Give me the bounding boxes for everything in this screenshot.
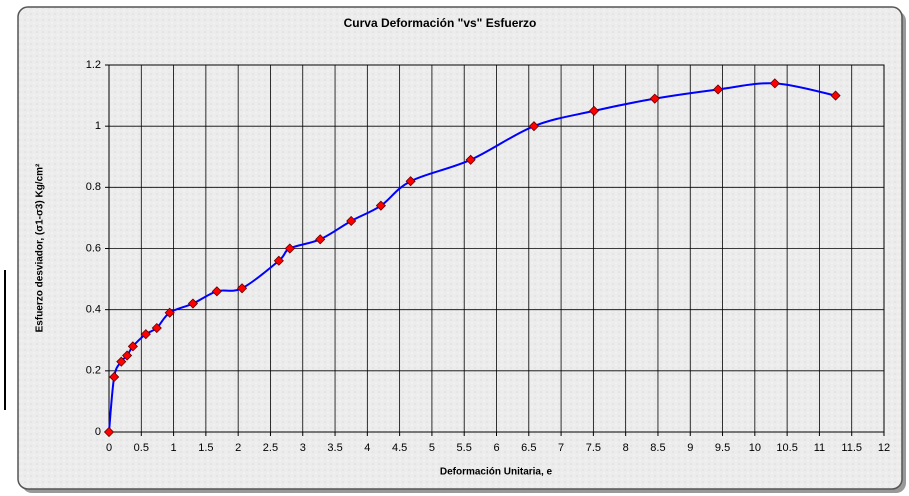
data-point xyxy=(649,93,660,104)
x-tick-label: 11 xyxy=(814,442,825,454)
x-tick-label: 1.5 xyxy=(198,442,213,454)
data-point xyxy=(151,322,162,334)
y-axis-label: Esfuerzo desviador, (σ1-σ3) Kg/cm² xyxy=(35,163,46,332)
x-tick-label: 12 xyxy=(878,442,890,454)
x-tick-label: 3.5 xyxy=(327,442,342,454)
data-point xyxy=(273,255,284,266)
x-tick-label: 11.5 xyxy=(841,442,862,454)
data-point xyxy=(315,234,326,245)
data-point xyxy=(211,286,222,297)
x-tick-label: 10.5 xyxy=(776,442,797,454)
data-point xyxy=(465,154,476,165)
y-tick-label: 0 xyxy=(95,426,101,438)
data-point xyxy=(528,121,540,132)
x-tick-label: 1 xyxy=(171,442,177,454)
x-tick-label: 4.5 xyxy=(392,442,407,454)
x-tick-label: 8 xyxy=(623,442,629,454)
y-tick-label: 1.2 xyxy=(86,59,101,71)
data-point xyxy=(116,356,127,367)
x-tick-label: 6.5 xyxy=(521,442,536,454)
x-tick-label: 2 xyxy=(235,442,241,454)
data-point xyxy=(769,78,780,89)
data-point xyxy=(712,84,724,95)
data-point xyxy=(236,283,248,294)
x-tick-label: 0 xyxy=(106,442,112,454)
data-point xyxy=(122,350,133,361)
x-tick-label: 8.5 xyxy=(650,442,665,454)
data-point xyxy=(127,341,138,352)
x-tick-label: 10 xyxy=(749,442,761,454)
data-point xyxy=(588,105,600,116)
y-tick-label: 1 xyxy=(95,120,101,132)
y-tick-label: 0.2 xyxy=(86,365,101,377)
x-tick-label: 6 xyxy=(493,442,499,454)
data-point xyxy=(284,243,295,254)
data-point xyxy=(140,329,151,340)
x-tick-label: 5 xyxy=(429,442,435,454)
x-tick-label: 0.5 xyxy=(134,442,149,454)
data-point xyxy=(103,426,115,438)
data-point xyxy=(187,298,199,309)
x-tick-label: 9 xyxy=(687,442,693,454)
chart-title: Curva Deformación "vs" Esfuerzo xyxy=(344,16,537,30)
data-point xyxy=(109,371,120,383)
data-point xyxy=(375,200,386,211)
data-point xyxy=(830,90,841,101)
x-tick-label: 2.5 xyxy=(263,442,278,454)
y-tick-label: 0.8 xyxy=(86,181,101,193)
y-tick-label: 0.6 xyxy=(86,242,101,254)
x-tick-label: 7.5 xyxy=(586,442,601,454)
y-tick-label: 0.4 xyxy=(86,304,101,316)
x-tick-label: 5.5 xyxy=(457,442,472,454)
x-tick-label: 9.5 xyxy=(715,442,730,454)
x-tick-label: 3 xyxy=(300,442,306,454)
data-point xyxy=(346,215,357,227)
data-point xyxy=(164,307,175,318)
chart-frame xyxy=(17,6,903,490)
data-point xyxy=(405,176,416,187)
x-tick-label: 4 xyxy=(364,442,370,454)
x-axis-label: Deformación Unitaria, e xyxy=(440,467,553,478)
x-tick-label: 7 xyxy=(558,442,564,454)
